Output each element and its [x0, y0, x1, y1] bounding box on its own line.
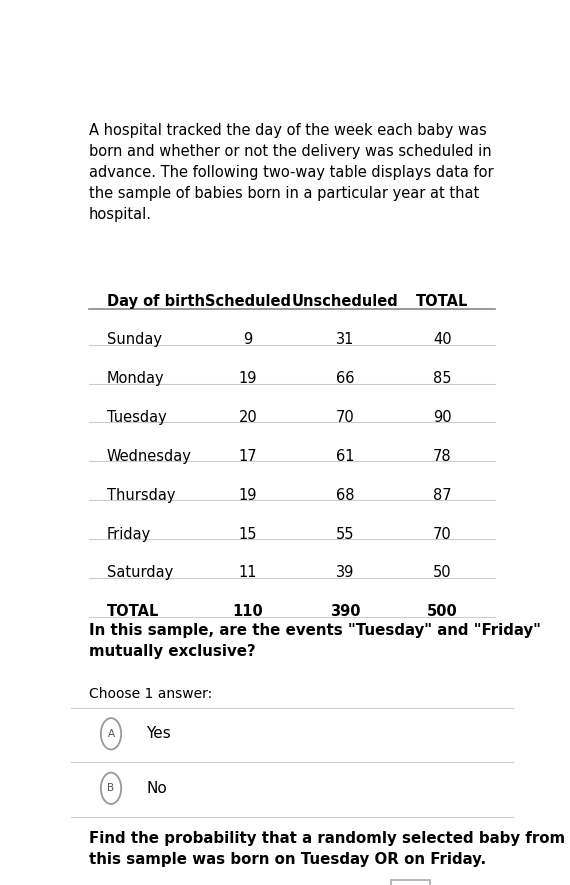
Text: Tuesday: Tuesday	[107, 410, 166, 425]
Text: 20: 20	[239, 410, 257, 425]
Text: Scheduled: Scheduled	[205, 294, 291, 309]
Text: 19: 19	[239, 372, 257, 386]
Text: Saturday: Saturday	[107, 566, 173, 581]
Text: 68: 68	[336, 488, 355, 503]
Text: No: No	[146, 781, 167, 796]
Text: 50: 50	[433, 566, 451, 581]
Text: 17: 17	[239, 449, 257, 464]
Text: TOTAL: TOTAL	[416, 294, 469, 309]
Text: 90: 90	[433, 410, 451, 425]
Text: A hospital tracked the day of the week each baby was
born and whether or not the: A hospital tracked the day of the week e…	[89, 123, 494, 222]
FancyBboxPatch shape	[390, 881, 430, 885]
Text: 19: 19	[239, 488, 257, 503]
Text: Yes: Yes	[146, 727, 171, 742]
Text: In this sample, are the events "Tuesday" and "Friday"
mutually exclusive?: In this sample, are the events "Tuesday"…	[89, 623, 541, 659]
Text: Thursday: Thursday	[107, 488, 175, 503]
Text: TOTAL: TOTAL	[107, 604, 159, 620]
Text: Unscheduled: Unscheduled	[292, 294, 398, 309]
Text: 87: 87	[433, 488, 451, 503]
Text: Choose 1 answer:: Choose 1 answer:	[89, 688, 212, 702]
Text: 61: 61	[336, 449, 355, 464]
Text: 390: 390	[330, 604, 360, 620]
Text: 15: 15	[239, 527, 257, 542]
Text: Find the probability that a randomly selected baby from
this sample was born on : Find the probability that a randomly sel…	[89, 831, 565, 867]
Text: A: A	[107, 729, 115, 739]
Text: 70: 70	[336, 410, 355, 425]
Text: Monday: Monday	[107, 372, 164, 386]
Text: 11: 11	[239, 566, 257, 581]
Text: 70: 70	[433, 527, 451, 542]
Text: 55: 55	[336, 527, 355, 542]
Text: B: B	[107, 783, 115, 793]
Text: Day of birth: Day of birth	[107, 294, 205, 309]
Text: Friday: Friday	[107, 527, 151, 542]
Text: Wednesday: Wednesday	[107, 449, 192, 464]
Text: 78: 78	[433, 449, 451, 464]
Text: 110: 110	[233, 604, 263, 620]
Text: 9: 9	[243, 333, 253, 348]
Text: 39: 39	[336, 566, 355, 581]
Text: 85: 85	[433, 372, 451, 386]
Text: 66: 66	[336, 372, 355, 386]
Text: Sunday: Sunday	[107, 333, 161, 348]
Text: 31: 31	[336, 333, 355, 348]
Text: 500: 500	[427, 604, 458, 620]
Text: 40: 40	[433, 333, 451, 348]
